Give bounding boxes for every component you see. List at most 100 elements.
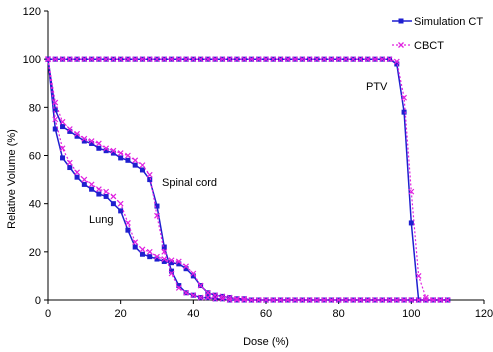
data-point [169,268,175,274]
data-point [321,56,328,63]
simulation-ct-ptv-curve [45,56,451,303]
data-point [197,282,204,289]
data-point [219,293,226,300]
data-point [118,155,124,161]
y-tick-label: 60 [29,151,41,163]
x-tick-label: 100 [402,308,420,320]
x-tick-label: 120 [475,308,493,320]
data-point [444,297,451,303]
data-point [117,150,124,157]
x-tick-label: 0 [45,308,51,320]
data-point [183,266,189,272]
data-point [154,56,160,63]
data-point [393,58,400,65]
data-point [161,244,167,250]
data-point [161,258,167,264]
data-point [430,297,437,303]
data-point [45,56,51,63]
data-point [161,248,168,255]
data-point [394,61,400,67]
data-point [255,297,262,303]
legend-cbct-label: CBCT [414,40,444,52]
data-point [183,289,189,296]
simulation-ct-spinal-cord-line [47,59,448,301]
data-point [110,193,117,200]
data-point [67,128,73,134]
data-point [146,248,153,255]
data-point [154,253,160,260]
data-point [284,297,291,303]
data-point [81,56,88,63]
data-point [96,191,102,197]
data-point [139,56,146,63]
data-point [169,260,175,266]
data-point [168,270,175,277]
data-point [204,289,211,296]
simulation-ct-lung-curve [45,56,451,303]
data-point [350,297,357,303]
x-tick-label: 80 [333,308,345,320]
data-point [103,148,109,154]
data-point [66,56,73,63]
annotation-lung: Lung [89,214,113,226]
y-tick-label: 80 [29,102,41,114]
y-tick-label: 20 [29,247,41,259]
data-point [176,261,182,267]
x-tick-label: 60 [260,308,272,320]
data-point [183,56,189,63]
data-point [263,56,269,63]
data-point [89,186,95,192]
y-tick-label: 120 [23,6,41,18]
data-point [81,135,88,142]
data-point [364,56,371,63]
data-point [154,256,160,262]
data-point [364,297,371,303]
cbct-ptv-line [48,58,448,301]
data-point [241,56,248,63]
cbct-ptv-curve [45,56,451,303]
data-point [343,56,349,63]
data-point [422,294,429,301]
data-point [357,297,364,303]
data-point [132,157,139,164]
data-point [125,157,131,163]
data-point [401,109,407,115]
data-point [372,297,378,303]
data-point [60,124,66,130]
y-axis-title: Relative Volume (%) [6,129,18,229]
data-point [219,56,226,63]
x-axis-ticks: 0 20 40 60 80 100 120 [45,300,493,320]
data-point [408,297,415,303]
data-point [372,56,378,63]
data-point [161,56,168,63]
data-point [117,200,124,207]
data-point [154,203,160,209]
data-point [248,297,255,303]
data-point [190,292,197,299]
x-tick-label: 20 [115,308,127,320]
data-point [379,297,386,303]
data-point [357,56,364,63]
data-point [110,150,116,156]
data-point [132,244,138,250]
data-point [343,297,349,303]
data-point [168,257,175,264]
data-point [175,56,182,63]
data-point [226,297,233,303]
y-tick-label: 0 [35,295,41,307]
data-point [103,56,110,63]
data-point [146,56,153,63]
simulation-ct-lung-line [47,59,448,301]
data-point [408,188,415,195]
data-point [263,297,269,303]
data-point [176,283,182,289]
data-point [139,162,146,169]
data-point [125,56,131,63]
data-point [401,297,407,303]
data-point [147,254,153,260]
data-point [175,285,182,291]
cbct-lung-curve [45,56,451,303]
data-point [66,126,73,132]
x-tick-label: 40 [187,308,199,320]
